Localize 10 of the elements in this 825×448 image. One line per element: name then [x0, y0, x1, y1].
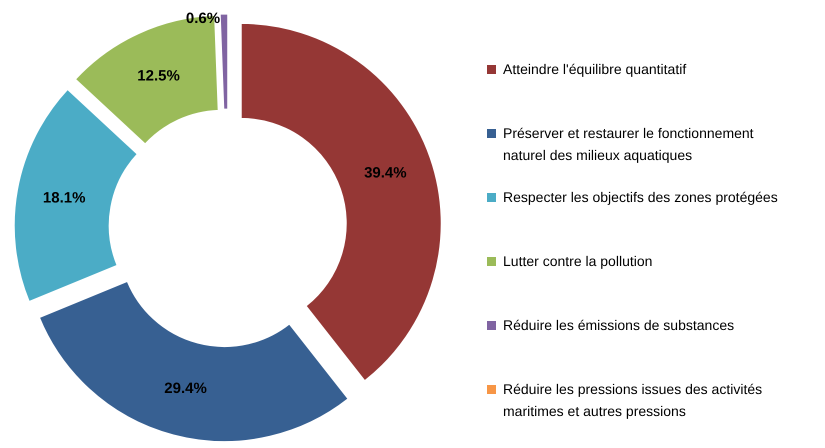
data-label: 18.1%: [42, 189, 86, 206]
legend-label: Lutter contre la pollution: [503, 252, 652, 269]
legend-label: Atteindre l'équilibre quantitatif: [503, 60, 686, 77]
legend-label: Réduire les émissions de substances: [503, 316, 734, 333]
legend-label: Préserver et restaurer le fonctionnement naturel des milieux aquatiques: [503, 124, 754, 163]
legend-label: Respecter les objectifs des zones protégées: [503, 188, 778, 205]
data-label: 29.4%: [164, 380, 207, 397]
data-label: 39.4%: [364, 164, 407, 182]
legend-label: Réduire les pressions issues des activités maritimes et autres pressions: [503, 380, 762, 419]
data-label: 12.5%: [137, 68, 180, 85]
